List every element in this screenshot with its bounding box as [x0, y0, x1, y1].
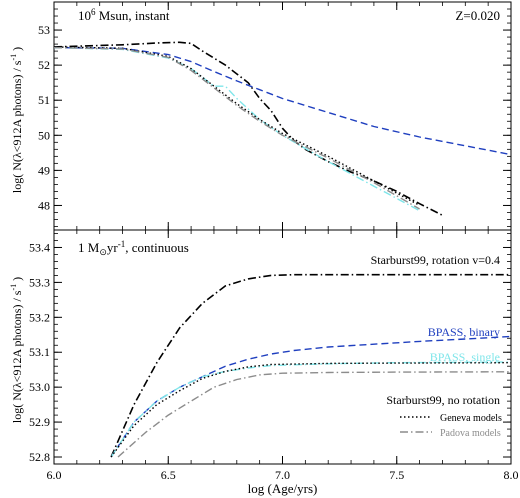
bottom-y-tick-label: 52.9 [29, 415, 50, 429]
bottom-panel-label: 1 M⊙yr-1, continuous [78, 239, 189, 257]
top-axis-ticks: 48 49 50 51 52 53 [38, 1, 512, 230]
top-y-tick-label: 48 [38, 198, 50, 212]
top-panel-label: 106 Msun, instant [78, 7, 170, 23]
bottom-axis-ticks: 52.8 52.9 53.0 53.1 53.2 53.3 53.4 6.0 6.5 7.0 7.5… [29, 230, 519, 482]
annotation-bpass-binary: BPASS, binary [428, 325, 500, 339]
top-y-tick-label: 49 [38, 163, 50, 177]
top-panel: 48 49 50 51 52 53 106 Msun, instant Z=0.020 l… [9, 1, 512, 231]
bottom-series-starburst-rot [110, 273, 511, 458]
metallicity-label: Z=0.020 [455, 8, 500, 23]
bottom-series-geneva [110, 362, 511, 458]
bottom-y-axis-label: log( N(λ<912A photons) / s-1 ) [9, 277, 24, 423]
bottom-y-tick-label: 53.1 [29, 345, 50, 359]
x-tick-label: 6.0 [47, 468, 62, 482]
top-series-starburst-rot [54, 41, 443, 217]
top-y-tick-label: 53 [38, 23, 50, 37]
top-series-padova [54, 46, 420, 210]
x-tick-label: 8.0 [504, 468, 519, 482]
top-series-geneva [54, 46, 420, 207]
top-series-bpass-binary [54, 46, 511, 156]
bottom-y-tick-label: 53.3 [29, 275, 50, 289]
bottom-y-tick-label: 52.8 [29, 450, 50, 464]
top-y-tick-label: 52 [38, 58, 50, 72]
x-axis-label: log (Age/yrs) [248, 481, 318, 496]
x-tick-label: 7.5 [389, 468, 404, 482]
x-tick-label: 6.5 [161, 468, 176, 482]
legend-padova-label: Padova models [440, 428, 501, 439]
annotation-no-rotation: Starburst99, no rotation [386, 393, 500, 407]
bottom-y-tick-label: 53.2 [29, 310, 50, 324]
annotation-bpass-single: BPASS, single [430, 350, 500, 364]
top-series-bpass-single [54, 46, 420, 212]
bottom-series-group [110, 273, 511, 458]
bottom-series-bpass-binary [110, 335, 511, 458]
annotation-starburst-rotation: Starburst99, rotation v=0.4 [371, 253, 500, 267]
bottom-series-bpass-single [110, 361, 511, 458]
top-y-tick-label: 51 [38, 93, 50, 107]
x-tick-label: 7.0 [275, 468, 290, 482]
top-plot-frame [53, 1, 512, 231]
bottom-y-tick-label: 53.4 [29, 240, 50, 254]
bottom-y-tick-label: 53.0 [29, 380, 50, 394]
top-y-tick-label: 50 [38, 128, 50, 142]
bottom-series-padova [117, 371, 511, 458]
bottom-panel: 52.8 52.9 53.0 53.1 53.2 53.3 53.4 6.0 6.5 7.0 7.5… [9, 229, 519, 496]
top-series-group [54, 41, 511, 217]
top-y-axis-label: log( N(λ<912A photons) / s-1 ) [9, 47, 24, 193]
legend-geneva-label: Geneva models [440, 413, 502, 424]
